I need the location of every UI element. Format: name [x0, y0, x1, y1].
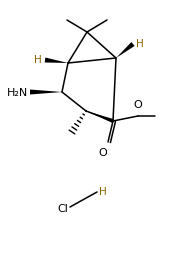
Polygon shape	[45, 58, 68, 64]
Text: O: O	[134, 100, 142, 109]
Text: H: H	[99, 186, 107, 196]
Text: H: H	[136, 39, 144, 49]
Polygon shape	[116, 43, 135, 59]
Text: H: H	[34, 55, 42, 65]
Polygon shape	[86, 112, 114, 123]
Text: Cl: Cl	[57, 203, 68, 213]
Text: H₂N: H₂N	[7, 88, 28, 98]
Text: O: O	[99, 147, 107, 157]
Polygon shape	[30, 90, 62, 95]
